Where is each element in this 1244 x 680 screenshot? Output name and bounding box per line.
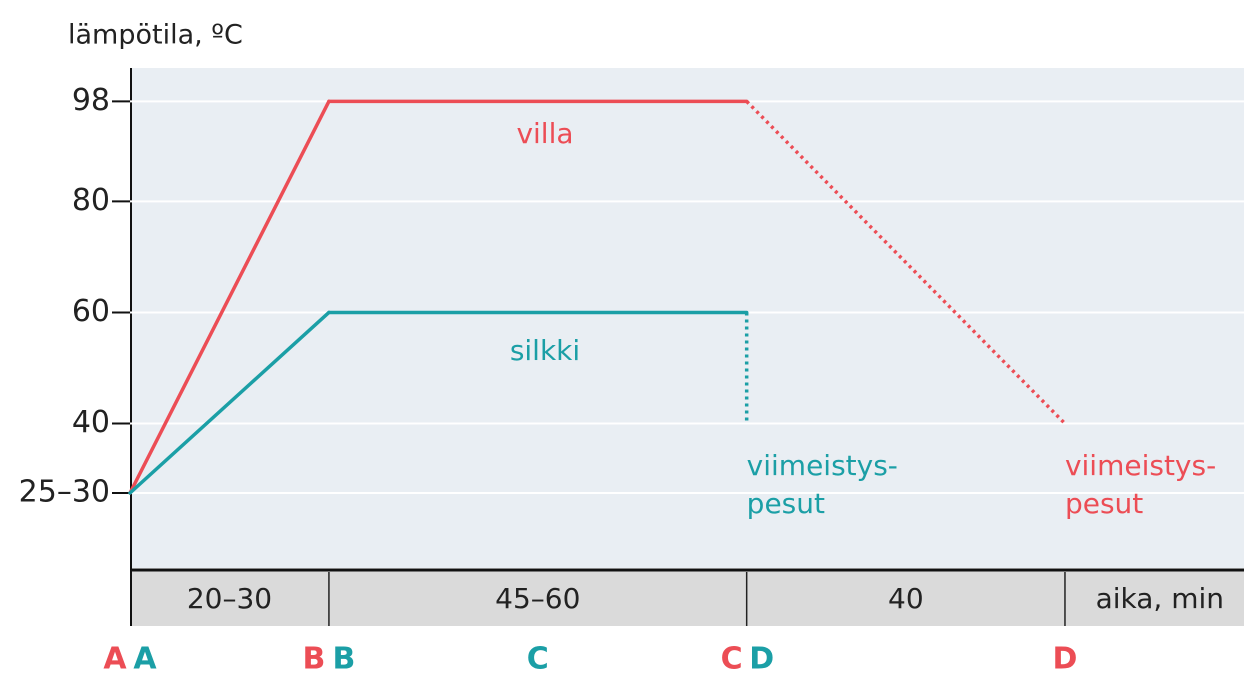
series-label: villa [516,117,573,150]
series-segment [128,99,331,495]
y-tick-label: 60 [72,294,110,329]
series-segment [128,310,331,495]
phase-letter: C [721,642,743,677]
time-band [130,570,1244,626]
series-segment [745,100,1067,425]
series-label: silkki [510,334,580,367]
duration-label: 40 [888,582,924,615]
phase-letter: D [749,642,774,677]
duration-label: 20–30 [187,582,272,615]
x-axis-label: aika, min [1096,582,1224,615]
phase-letter: A [133,642,157,677]
duration-label: 45–60 [495,582,580,615]
y-tick-label: 25–30 [19,475,110,510]
plot-area [130,68,1244,568]
phase-letter: B [302,642,325,677]
y-tick-label: 80 [72,183,110,218]
end-label: viimeistys- [1065,449,1216,482]
phase-letter: A [103,642,127,677]
phase-letter: B [332,642,355,677]
grid: 25–30 40 60 80 98 20–30 45–60 40 aika, min [19,83,1244,626]
end-label: pesut [1065,487,1143,520]
y-tick-label: 40 [72,405,110,440]
end-label: pesut [747,487,825,520]
phase-letter: C [527,642,549,677]
chart-title: lämpötila, ºC [68,20,243,51]
y-tick-label: 98 [72,83,110,118]
end-label: viimeistys- [747,449,898,482]
phase-letter: D [1053,642,1078,677]
